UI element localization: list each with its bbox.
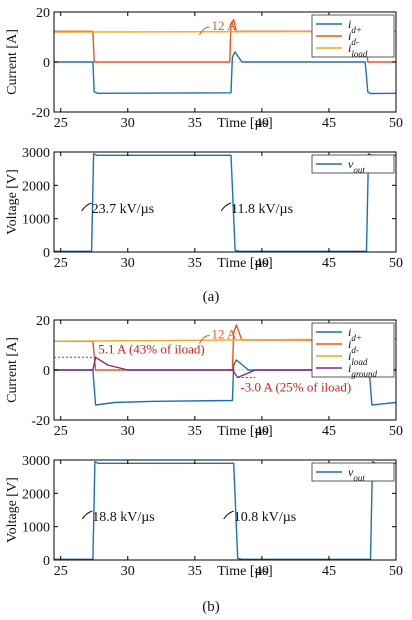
x-axis-label: Time [µs] <box>217 564 272 579</box>
plot-frame <box>53 151 397 253</box>
legend-label-id+: id+ <box>348 17 362 35</box>
x-tick-label: 40 <box>255 256 269 271</box>
annotation-fall: 10.8 kV/µs <box>234 510 297 525</box>
plot-b-voltage: 25 30 35 40 45 50 3000 2000 1000 0 Time [µs] Voltag… <box>5 454 403 579</box>
x-tick-label: 40 <box>255 116 269 131</box>
series-vout-line <box>54 461 396 560</box>
x-tick-label: 35 <box>188 256 202 271</box>
annotation-12a: 12 A <box>212 327 238 342</box>
plot-frame <box>53 459 397 561</box>
annotation-12a-pointer <box>199 335 210 344</box>
x-tick-label: 25 <box>54 564 68 579</box>
legend-label-id+: id+ <box>348 325 362 343</box>
y-tick-label: 1000 <box>22 213 50 228</box>
y-tick-label: 2000 <box>22 487 50 502</box>
annotation-rise-pointer <box>81 510 93 520</box>
x-tick-label: 30 <box>121 256 135 271</box>
annotation-fall-pointer <box>223 510 234 520</box>
x-axis-label: Time [µs] <box>217 424 272 439</box>
legend-label-id-: id- <box>348 337 359 355</box>
x-tick-label: 35 <box>188 424 202 439</box>
legend-label-iload: iload <box>348 41 368 59</box>
y-tick-label: 0 <box>43 246 50 261</box>
x-tick-label: 45 <box>322 424 336 439</box>
x-tick-label: 35 <box>188 116 202 131</box>
x-tick-label: 45 <box>322 116 336 131</box>
x-tick-label: 30 <box>121 116 135 131</box>
legend: vout <box>311 462 395 483</box>
x-tick-label: 50 <box>389 116 403 131</box>
legend-label-iload: iload <box>348 349 368 367</box>
x-tick-label: 40 <box>255 564 269 579</box>
x-axis-label: Time [µs] <box>217 116 272 131</box>
x-tick-label: 25 <box>54 256 68 271</box>
legend-label-vout: vout <box>348 465 365 483</box>
annotation-rise-pointer <box>81 202 92 212</box>
y-axis-label: Current [A] <box>5 337 20 403</box>
legend-label-iground: iground <box>348 361 378 379</box>
y-axis-label: Voltage [V] <box>5 169 20 234</box>
x-tick-label: 45 <box>322 256 336 271</box>
y-tick-label: 20 <box>36 314 50 329</box>
caption-b: (b) <box>202 599 220 615</box>
y-axis-label: Current [A] <box>5 29 20 95</box>
y-tick-label: 0 <box>43 364 50 379</box>
x-tick-label: 30 <box>121 424 135 439</box>
annotation-12a: 12 A <box>212 18 238 33</box>
y-tick-label: 3000 <box>22 146 50 161</box>
x-tick-label: 50 <box>389 424 403 439</box>
y-axis-label: Voltage [V] <box>5 477 20 542</box>
annotation-rise: 18.8 kV/µs <box>92 510 155 525</box>
annotation-12a-pointer <box>199 26 210 36</box>
x-axis-label: Time [µs] <box>217 256 272 271</box>
x-tick-label: 45 <box>322 564 336 579</box>
annotation-fall-pointer <box>220 202 232 212</box>
annotation-trough: -3.0 A (25% of iload) <box>240 380 351 395</box>
plot-a-current: 25 30 35 40 45 50 20 0 -20 Time [µs] Current [A] id… <box>5 6 403 131</box>
plot-b-current: 25 30 35 40 45 50 20 0 -20 Time [µs] Current [A] id… <box>5 314 403 439</box>
legend-label-id-: id- <box>348 29 359 47</box>
y-tick-label: 2000 <box>22 179 50 194</box>
y-tick-label: -20 <box>31 414 50 429</box>
caption-a: (a) <box>202 289 220 305</box>
y-tick-label: 1000 <box>22 521 50 536</box>
series-vout-line <box>54 152 396 253</box>
x-tick-label: 30 <box>121 564 135 579</box>
series-id+-line <box>54 51 397 95</box>
x-tick-label: 35 <box>188 564 202 579</box>
legend-box <box>311 154 395 174</box>
y-tick-label: 20 <box>36 6 50 21</box>
y-tick-label: 0 <box>43 554 50 569</box>
y-tick-label: -20 <box>31 106 50 121</box>
legend-box <box>311 462 395 482</box>
annotation-rise: 23.7 kV/µs <box>92 202 155 217</box>
plot-a-voltage: 25 30 35 40 45 50 3000 2000 1000 0 Time [µs] Voltag… <box>5 146 403 271</box>
annotation-peak: 5.1 A (43% of iload) <box>98 341 205 356</box>
y-tick-label: 3000 <box>22 454 50 469</box>
legend: id+id-iload <box>311 14 395 59</box>
x-tick-label: 25 <box>54 116 68 131</box>
x-tick-label: 25 <box>54 424 68 439</box>
x-tick-label: 50 <box>389 256 403 271</box>
y-tick-label: 0 <box>43 56 50 71</box>
annotation-fall: 11.8 kV/µs <box>231 202 293 217</box>
legend: vout <box>311 154 395 175</box>
x-tick-label: 50 <box>389 564 403 579</box>
x-tick-label: 40 <box>255 424 269 439</box>
legend-label-vout: vout <box>348 157 365 175</box>
